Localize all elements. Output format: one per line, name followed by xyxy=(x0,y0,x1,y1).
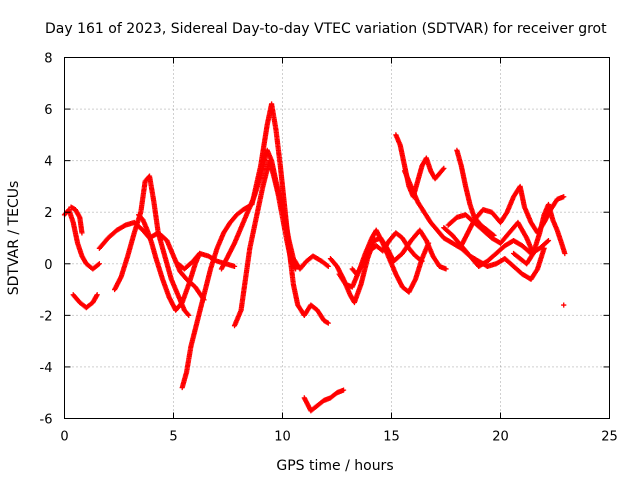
y-tick-label: 2 xyxy=(44,206,52,221)
data-point xyxy=(325,320,331,326)
series-track-5 xyxy=(112,173,192,318)
series-track-7 xyxy=(179,101,331,391)
chart-title: Day 161 of 2023, Sidereal Day-to-day VTE… xyxy=(45,21,607,37)
data-point xyxy=(325,263,331,269)
x-tick-label: 5 xyxy=(169,430,177,445)
data-point xyxy=(562,250,568,257)
series-outlier xyxy=(561,302,567,308)
data-point xyxy=(545,237,552,244)
series-track-11 xyxy=(301,387,347,414)
x-tick-label: 15 xyxy=(383,430,400,445)
data-point xyxy=(491,232,497,239)
axis-ticks xyxy=(64,57,610,419)
x-tick-label: 10 xyxy=(274,430,291,445)
y-tick-label: -2 xyxy=(40,309,53,324)
plot-frame xyxy=(64,57,610,419)
y-axis-label: SDTVAR / TECUs xyxy=(6,181,22,296)
series-track-8 xyxy=(218,147,331,272)
data-point xyxy=(96,261,102,267)
data-points xyxy=(61,101,568,414)
x-tick-label: 25 xyxy=(601,430,618,445)
y-tick-label: 0 xyxy=(44,258,52,273)
data-point xyxy=(561,302,567,308)
x-tick-label: 20 xyxy=(492,430,509,445)
data-point xyxy=(94,292,100,298)
data-point xyxy=(231,263,238,269)
y-tick-label: -6 xyxy=(40,413,53,428)
data-point xyxy=(425,240,432,246)
x-axis-label: GPS time / hours xyxy=(276,458,393,474)
data-point xyxy=(419,258,425,264)
series-track-4 xyxy=(96,219,207,303)
data-point xyxy=(340,387,347,393)
y-tick-label: 4 xyxy=(44,155,52,170)
data-point xyxy=(186,312,192,318)
data-point xyxy=(443,266,449,272)
y-tick-label: 6 xyxy=(44,103,52,118)
series-track-9 xyxy=(231,158,299,329)
series-track-15 xyxy=(393,132,447,200)
series-track-2 xyxy=(68,204,85,236)
series-track-14 xyxy=(349,230,425,277)
series-track-21 xyxy=(510,201,568,267)
data-point xyxy=(79,230,85,236)
data-point xyxy=(544,238,551,245)
y-tick-label: -4 xyxy=(40,361,53,376)
y-tick-label: 8 xyxy=(44,52,52,67)
data-point xyxy=(440,166,446,173)
data-point xyxy=(561,194,567,200)
series-track-10 xyxy=(175,250,238,272)
x-tick-label: 0 xyxy=(60,430,68,445)
data-point xyxy=(292,266,299,272)
data-point xyxy=(185,311,191,317)
data-point xyxy=(441,165,447,171)
series-track-3 xyxy=(70,292,100,311)
series-track-13 xyxy=(336,227,432,295)
series-track-1 xyxy=(61,207,102,272)
